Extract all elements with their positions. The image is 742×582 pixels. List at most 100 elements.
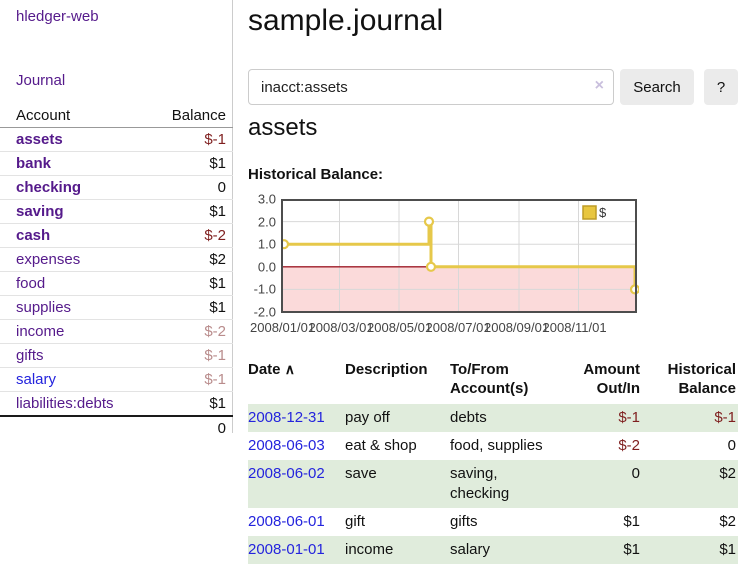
transaction-amount: 0 [565,460,642,508]
account-link[interactable]: expenses [16,251,81,268]
account-balance: $1 [150,199,233,224]
transaction-date-link[interactable]: 2008-06-01 [248,513,325,530]
account-link[interactable]: cash [16,227,51,244]
chart-legend: $ [582,205,607,220]
account-row-gifts: gifts $-1 [0,343,233,368]
y-tick: 3.0 [257,191,276,207]
description-column-header: Description [345,361,428,378]
transaction-accounts: salary [450,536,565,564]
x-tick: 2008/05/01 [367,320,433,335]
y-tick: -2.0 [253,304,276,320]
x-tick: 2008/09/01 [484,320,550,335]
amount-column-header: Amount Out/In [583,361,640,397]
transaction-amount: $-2 [618,437,640,454]
tofrom-column-header: To/From Account(s) [450,361,529,397]
accounts-column-header: Account [0,104,150,128]
transaction-date-link[interactable]: 2008-01-01 [248,541,325,558]
y-tick: 2.0 [257,214,276,230]
account-link[interactable]: assets [16,131,63,148]
register-header-row: Date ∧ Description To/From Account(s) Am… [248,356,738,404]
legend-label: $ [599,205,607,220]
account-link[interactable]: gifts [16,347,44,364]
transaction-accounts: gifts [450,513,478,530]
account-balance: 0 [150,175,233,200]
transaction-accounts: debts [450,404,565,432]
account-link[interactable]: salary [16,371,57,388]
transaction-description: pay off [345,404,450,432]
account-link[interactable]: supplies [16,299,72,316]
transaction-amount: $1 [565,536,642,564]
transaction-description: eat & shop [345,437,417,454]
account-link[interactable]: checking [16,179,82,196]
transaction-accounts: saving, checking [450,460,565,508]
transaction-row[interactable]: 2008-06-02 save saving, checking 0 $2 [248,460,738,508]
account-balance: $2 [150,247,233,272]
account-row-cash: cash $-2 [0,223,233,248]
account-balance: $-2 [150,319,233,344]
account-link[interactable]: income [16,323,65,340]
transaction-row[interactable]: 2008-06-01 gift gifts $1 $2 [248,508,738,536]
page-title: sample.journal [248,4,444,37]
account-link[interactable]: bank [16,155,52,172]
transaction-accounts: food, supplies [450,437,543,454]
help-button[interactable]: ? [704,69,738,105]
balance-column-header: Historical Balance [667,361,736,397]
transaction-date-link[interactable]: 2008-06-03 [248,437,325,454]
main-content: sample.journal × Search ? assets Histori… [248,0,742,564]
x-tick: 2008/11/01 [542,320,607,335]
account-link[interactable]: food [16,275,46,292]
account-row-income: income $-2 [0,319,233,344]
account-balance: $-1 [150,343,233,368]
account-balance: $-1 [150,367,233,392]
account-link[interactable]: liabilities:debts [16,395,114,412]
x-tick: 2008/03/01 [308,320,374,335]
account-row-checking: checking 0 [0,175,233,200]
search-button[interactable]: Search [620,69,694,105]
accounts-total-value: 0 [150,415,233,440]
account-heading: assets [248,114,318,141]
transaction-date-link[interactable]: 2008-12-31 [248,409,325,426]
x-tick: 2008/01/01 [250,320,316,335]
transaction-row[interactable]: 2008-12-31 pay off debts $-1 $-1 [248,404,738,432]
search-bar: × Search ? [248,69,742,105]
y-tick: 0.0 [257,259,276,275]
account-row-food: food $1 [0,271,233,296]
sidebar: hledger-web Journal Account Balance asse… [0,0,233,440]
y-tick: -1.0 [253,281,276,297]
transaction-row[interactable]: 2008-06-03 eat & shop food, supplies $-2… [248,432,738,460]
historical-balance-chart: 3.0 2.0 1.0 0.0 -1.0 -2.0 [248,190,668,350]
transaction-amount: $1 [623,513,640,530]
transaction-date-link[interactable]: 2008-06-02 [248,465,325,482]
account-row-assets: assets $-1 [0,127,233,152]
search-input[interactable] [248,69,614,105]
sidebar-item-journal[interactable]: Journal [16,72,66,89]
transaction-amount: $-1 [565,404,642,432]
legend-swatch [582,205,597,220]
account-row-bank: bank $1 [0,151,233,176]
account-balance: $1 [150,151,233,176]
clear-search-icon[interactable]: × [594,77,604,94]
date-column-header[interactable]: Date ∧ [248,361,295,378]
transaction-balance: $2 [719,513,736,530]
register-table: Date ∧ Description To/From Account(s) Am… [248,356,738,564]
account-balance: $-2 [150,223,233,248]
accounts-header-row: Account Balance [0,104,233,128]
accounts-total-row: 0 [0,415,233,440]
transaction-balance: $-1 [642,404,738,432]
chart-border [281,199,637,313]
account-balance: $1 [150,295,233,320]
chart-title: Historical Balance: [248,166,384,183]
account-balance: $-1 [150,127,233,152]
transaction-balance: $1 [642,536,738,564]
account-row-supplies: supplies $1 [0,295,233,320]
transaction-description: gift [345,513,366,530]
x-tick: 2008/07/01 [425,320,491,335]
transaction-balance: $2 [642,460,738,508]
account-link[interactable]: saving [16,203,64,220]
balance-column-header: Balance [150,104,233,128]
transaction-row[interactable]: 2008-01-01 income salary $1 $1 [248,536,738,564]
app-brand-link[interactable]: hledger-web [16,8,99,25]
account-row-liabilities-debts: liabilities:debts $1 [0,391,233,416]
transaction-balance: 0 [727,437,736,454]
account-balance: $1 [150,271,233,296]
